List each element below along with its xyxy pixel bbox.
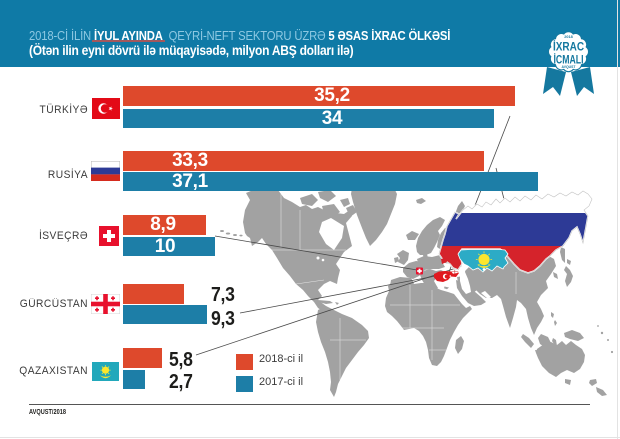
- svg-text:AVQUST: AVQUST: [562, 65, 577, 69]
- svg-text:2018: 2018: [564, 35, 572, 39]
- svg-text:İCMALI: İCMALI: [553, 52, 583, 67]
- svg-text:İXRAC: İXRAC: [553, 39, 584, 53]
